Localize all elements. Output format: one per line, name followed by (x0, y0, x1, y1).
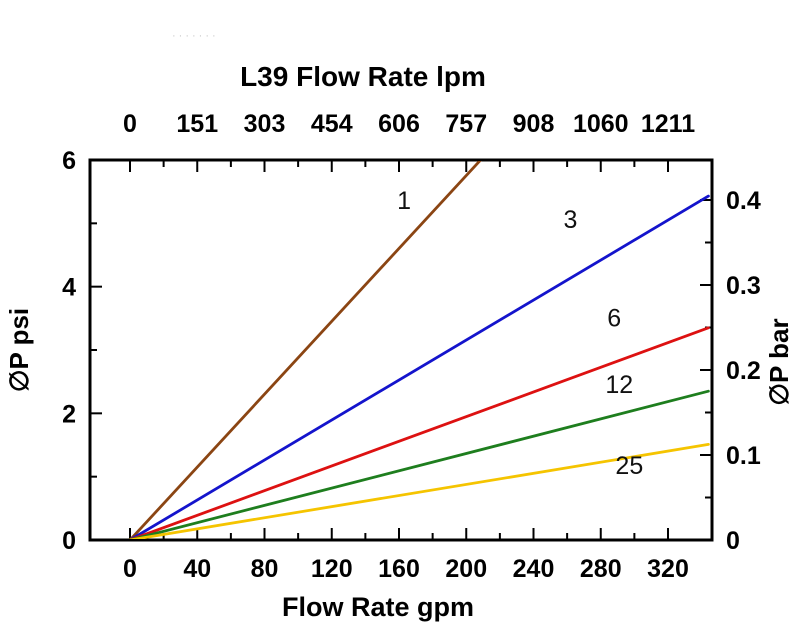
top-tick-label: 0 (123, 110, 137, 138)
series-label-1: 1 (397, 187, 411, 215)
left-tick-label: 6 (62, 147, 76, 175)
left-tick-label: 0 (62, 527, 76, 555)
left-axis-title: ∅P psi (4, 308, 34, 392)
top-tick-label: 454 (311, 110, 353, 138)
bottom-tick-label: 120 (311, 555, 353, 583)
top-tick-label: 1211 (641, 110, 695, 138)
top-tick-label: 151 (176, 110, 218, 138)
top-tick-label: 1060 (573, 110, 629, 138)
top-tick-label: 606 (378, 110, 420, 138)
left-tick-label: 4 (62, 274, 76, 302)
right-tick-label: 0.1 (726, 442, 761, 470)
bottom-tick-label: 280 (580, 555, 622, 583)
stray-dots-artifact: ······· (172, 30, 219, 42)
top-tick-label: 908 (513, 110, 555, 138)
series-label-6: 6 (607, 304, 621, 332)
top-axis-title: L39 Flow Rate lpm (240, 61, 486, 92)
bottom-tick-label: 40 (183, 555, 211, 583)
bottom-tick-label: 160 (378, 555, 420, 583)
series-line-12 (129, 389, 710, 539)
top-tick-label: 303 (244, 110, 286, 138)
series-label-3: 3 (564, 206, 578, 234)
right-tick-label: 0 (726, 527, 740, 555)
top-tick-label: 757 (445, 110, 487, 138)
series-line-3 (129, 194, 710, 539)
series-label-25: 25 (615, 452, 643, 480)
bottom-axis-title: Flow Rate gpm (282, 592, 474, 622)
bottom-tick-label: 240 (513, 555, 555, 583)
right-axis-title: ∅P bar (764, 318, 794, 405)
series-line-25 (129, 443, 710, 539)
bottom-tick-label: 0 (123, 555, 137, 583)
right-tick-label: 0.2 (726, 357, 761, 385)
bottom-tick-label: 320 (647, 555, 689, 583)
series-line-6 (129, 326, 710, 539)
bottom-tick-label: 80 (251, 555, 279, 583)
bottom-tick-label: 200 (445, 555, 487, 583)
right-tick-label: 0.3 (726, 272, 761, 300)
series-label-12: 12 (605, 371, 633, 399)
series-line-1 (129, 161, 482, 539)
right-tick-label: 0.4 (726, 187, 761, 215)
left-tick-label: 2 (62, 400, 76, 428)
